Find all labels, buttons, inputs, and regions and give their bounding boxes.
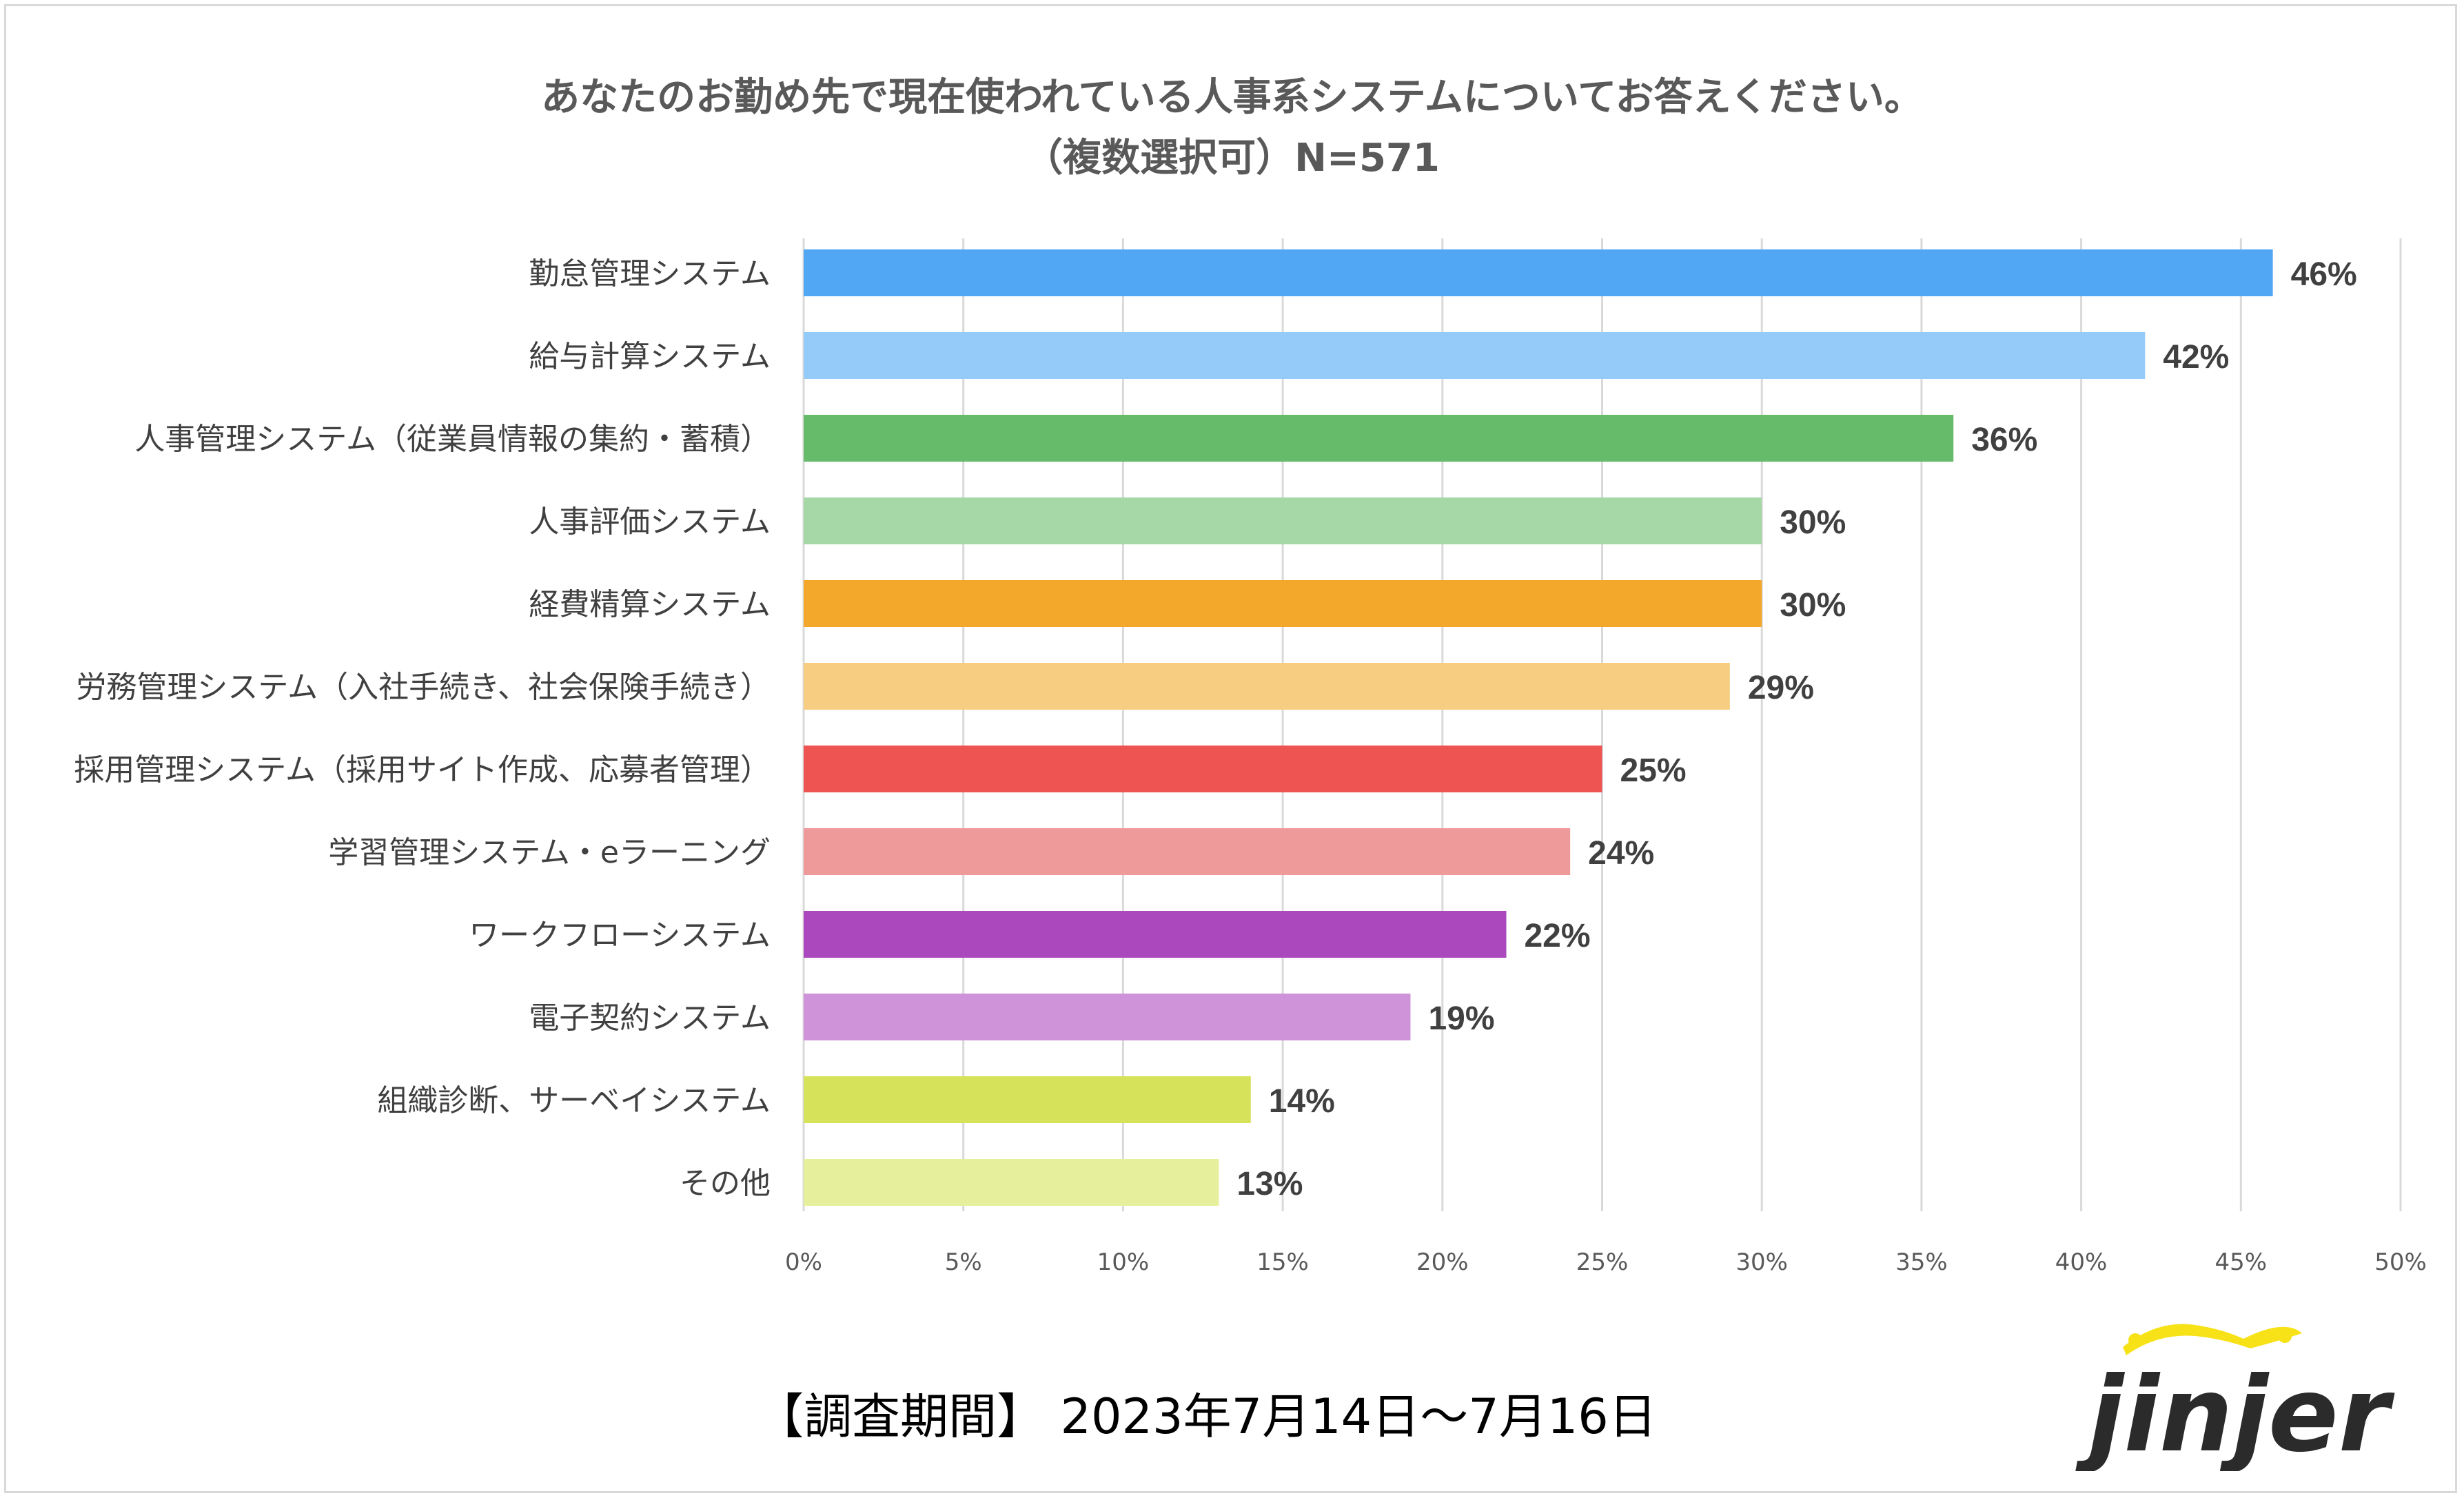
value-label: 30% — [1780, 504, 1846, 541]
chart-subtitle: （複数選択可）N=571 — [1024, 136, 1440, 181]
chart-title: あなたのお勤め先で現在使われている人事系システムについてお答えください。 — [541, 75, 1923, 120]
category-label: その他 — [680, 1166, 771, 1201]
x-tick-label: 0% — [785, 1249, 822, 1276]
value-labels: 46% 42% 36% 30% 30% 29% 25% 24% 22% 19% 14% 13% — [1236, 256, 2356, 1202]
bar — [804, 746, 1602, 792]
value-label: 46% — [2291, 256, 2357, 293]
category-label: ワークフローシステム — [469, 918, 771, 953]
bar — [804, 1159, 1219, 1206]
value-label: 29% — [1748, 670, 1814, 706]
bar — [804, 415, 1954, 462]
x-tick-label: 25% — [1576, 1249, 1629, 1276]
value-label: 13% — [1236, 1166, 1303, 1202]
value-label: 24% — [1588, 835, 1654, 872]
x-tick-label: 30% — [1735, 1249, 1788, 1276]
value-label: 36% — [1971, 422, 2037, 458]
x-tick-label: 35% — [1895, 1249, 1948, 1276]
bar — [804, 663, 1730, 710]
x-tick-label: 5% — [945, 1249, 982, 1276]
bar — [804, 994, 1411, 1040]
value-label: 22% — [1524, 918, 1590, 954]
category-label: 経費精算システム — [529, 587, 771, 622]
logo-crown-mark — [2123, 1324, 2302, 1355]
survey-period: 【調査期間】 2023年7月14日～7月16日 — [755, 1388, 1657, 1445]
category-label: 人事管理システム（従業員情報の集約・蓄積） — [134, 422, 771, 457]
x-tick-label: 20% — [1416, 1249, 1469, 1276]
bar — [804, 580, 1762, 627]
logo-dot-left — [2128, 1333, 2142, 1347]
value-label: 14% — [1269, 1083, 1335, 1120]
x-axis-ticks: 0% 5% 10% 15% 20% 25% 30% 35% 40% 45% 50% — [785, 1249, 2427, 1276]
category-label: 勤怠管理システム — [529, 256, 771, 291]
x-tick-label: 45% — [2215, 1249, 2268, 1276]
x-tick-label: 40% — [2055, 1249, 2108, 1276]
bar — [804, 1076, 1251, 1123]
bar — [804, 249, 2273, 296]
category-label: 採用管理システム（採用サイト作成、応募者管理） — [74, 752, 771, 788]
bar — [804, 828, 1571, 875]
logo-dot-right — [2278, 1329, 2292, 1343]
x-tick-label: 15% — [1256, 1249, 1309, 1276]
category-label: 組織診断、サーベイシステム — [377, 1083, 771, 1118]
gridlines — [802, 238, 2402, 1211]
category-label: 労務管理システム（入社手続き、社会保険手続き） — [76, 670, 771, 705]
category-label: 給与計算システム — [529, 339, 771, 374]
value-label: 25% — [1620, 752, 1687, 789]
bar — [804, 332, 2146, 379]
bar — [804, 911, 1507, 958]
category-label: 人事評価システム — [529, 504, 771, 540]
value-label: 19% — [1428, 1000, 1494, 1037]
jinjer-logo: jinjer — [2075, 1324, 2395, 1471]
x-tick-label: 50% — [2374, 1249, 2427, 1276]
category-label: 電子契約システム — [529, 1000, 771, 1036]
category-label: 学習管理システム・eラーニング — [328, 835, 771, 870]
value-label: 42% — [2163, 339, 2229, 376]
logo-wordmark: jinjer — [2075, 1355, 2395, 1471]
x-tick-label: 10% — [1097, 1249, 1150, 1276]
bar — [804, 497, 1762, 544]
bars — [804, 249, 2273, 1206]
value-label: 30% — [1780, 587, 1846, 624]
